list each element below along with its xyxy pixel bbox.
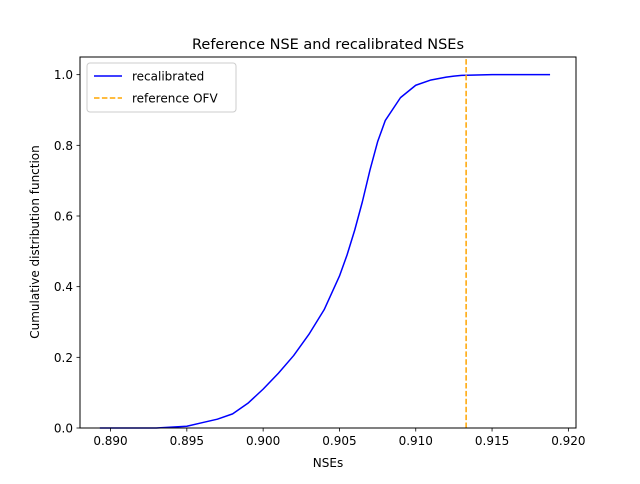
y-axis-label: Cumulative distribution function [28,145,42,339]
chart-legend: recalibrated reference OFV [86,62,237,113]
y-axis-ticks: 0.0 0.2 0.4 0.6 0.8 1.0 [54,68,80,436]
y-tick-label: 0.0 [54,422,73,436]
x-tick-label: 0.895 [170,434,204,448]
legend-label-recalibrated: recalibrated [132,70,204,84]
x-tick-label: 0.890 [93,434,127,448]
y-tick-label: 0.2 [54,351,73,365]
chart-title: Reference NSE and recalibrated NSEs [192,37,464,53]
plot-content [99,57,551,429]
x-axis-label: NSEs [313,456,343,470]
x-tick-label: 0.900 [246,434,280,448]
legend-label-reference-ofv: reference OFV [132,92,218,106]
x-tick-label: 0.920 [551,434,585,448]
y-tick-label: 0.8 [54,139,73,153]
x-tick-label: 0.910 [399,434,433,448]
legend-frame [86,62,237,113]
plot-frame [79,56,577,429]
series-line-recalibrated [99,73,551,429]
x-tick-label: 0.915 [475,434,509,448]
x-axis-ticks: 0.890 0.895 0.900 0.905 0.910 0.915 0.920 [93,428,586,448]
x-tick-label: 0.905 [322,434,356,448]
y-tick-label: 0.4 [54,280,73,294]
y-tick-label: 1.0 [54,68,73,82]
y-tick-label: 0.6 [54,210,73,224]
